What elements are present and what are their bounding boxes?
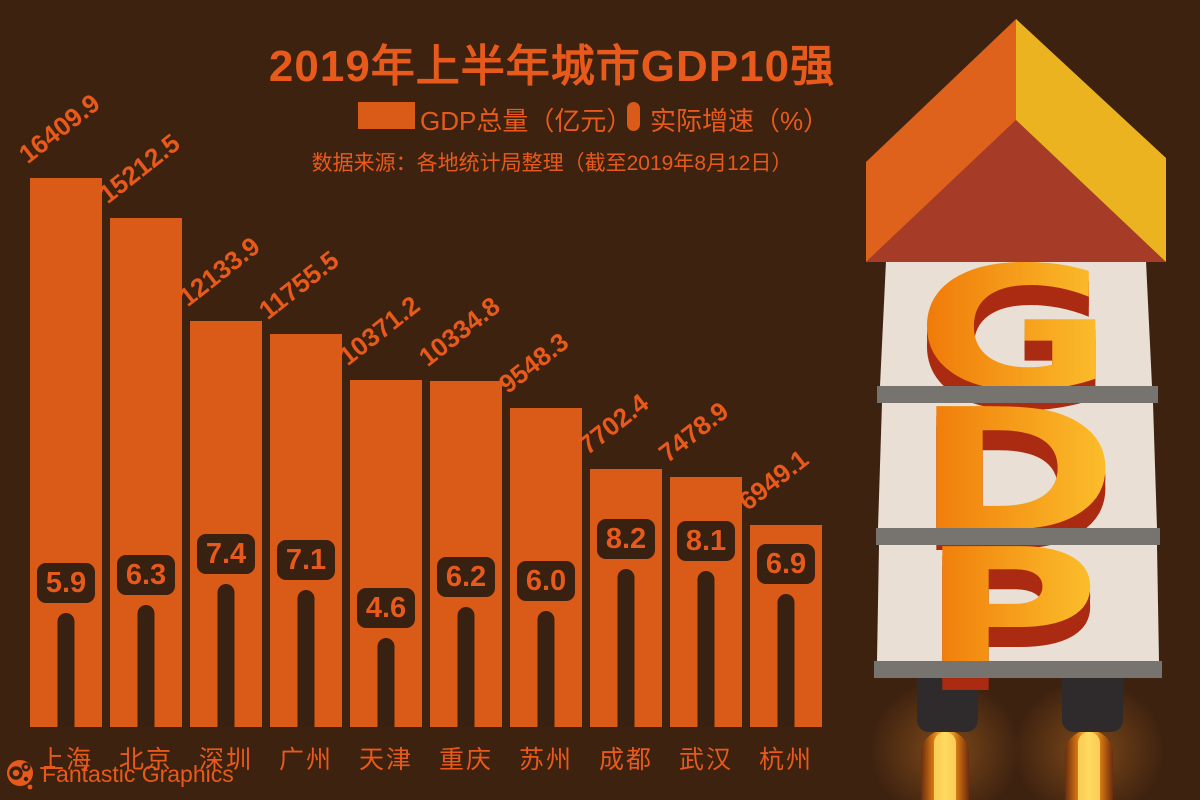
legend-gdp-swatch-icon xyxy=(358,102,415,129)
bar-column: 7478.9 8.1 武汉 xyxy=(653,396,742,774)
growth-stick xyxy=(377,638,395,727)
rocket-engine-right xyxy=(1062,672,1123,732)
city-label: 武汉 xyxy=(678,746,733,774)
city-label: 天津 xyxy=(358,746,413,774)
growth-rate-badge: 8.1 xyxy=(677,521,735,561)
city-label: 深圳 xyxy=(198,746,253,774)
bar-column: 12133.9 7.4 深圳 xyxy=(173,231,266,774)
brand-footer: Fantastic Graphics xyxy=(6,756,234,792)
bar-column: 10334.8 6.2 重庆 xyxy=(413,291,506,774)
growth-rate-badge: 6.9 xyxy=(757,544,815,584)
growth-stick xyxy=(457,607,475,727)
rocket-letter-g: G G G xyxy=(915,231,1113,449)
growth-stick xyxy=(777,594,795,727)
fantastic-graphics-logo-icon xyxy=(7,760,33,790)
city-label: 重庆 xyxy=(438,746,493,774)
svg-text:P: P xyxy=(920,532,1101,730)
legend-growth-pill-icon xyxy=(627,102,640,131)
rocket-body-panels xyxy=(877,261,1159,661)
rocket-letter-d: D D D xyxy=(914,372,1119,590)
svg-text:D: D xyxy=(914,382,1119,580)
growth-stick xyxy=(617,569,635,727)
svg-text:G: G xyxy=(915,241,1113,439)
svg-text:P: P xyxy=(920,522,1101,720)
growth-rate-badge: 5.9 xyxy=(37,563,95,603)
legend-gdp-label: GDP总量（亿元） xyxy=(420,106,633,136)
bar-column: 15212.5 6.3 北京 xyxy=(93,128,186,774)
rocket-roof-arrow xyxy=(866,19,1166,262)
growth-stick xyxy=(217,584,235,727)
bar-column: 9548.3 6.0 苏州 xyxy=(493,327,582,774)
legend-growth-label: 实际增速（%） xyxy=(650,106,830,136)
city-label: 成都 xyxy=(598,746,653,774)
city-label: 上海 xyxy=(38,746,93,774)
growth-rate-badge: 8.2 xyxy=(597,519,655,559)
city-label: 广州 xyxy=(278,746,333,774)
bar-column: 6949.1 6.9 杭州 xyxy=(733,444,822,774)
growth-stick xyxy=(697,571,715,727)
growth-rate-badge: 6.3 xyxy=(117,555,175,595)
growth-rate-badge: 4.6 xyxy=(357,588,415,628)
growth-rate-badge: 6.2 xyxy=(437,557,495,597)
rocket-flame-right xyxy=(1065,730,1113,800)
bar-column: 16409.9 5.9 上海 xyxy=(13,88,106,774)
bar-column: 7702.4 8.2 成都 xyxy=(573,388,662,774)
growth-stick xyxy=(537,611,555,727)
svg-text:G: G xyxy=(915,251,1113,449)
growth-stick xyxy=(297,590,315,727)
growth-rate-badge: 6.0 xyxy=(517,561,575,601)
growth-rate-badge: 7.4 xyxy=(197,534,255,574)
city-label: 苏州 xyxy=(518,746,573,774)
rocket-separator-bars xyxy=(874,386,1162,678)
city-label: 杭州 xyxy=(758,746,813,774)
data-source-note: 数据来源：各地统计局整理（截至2019年8月12日） xyxy=(311,152,793,175)
svg-text:D: D xyxy=(914,392,1119,590)
brand-label: Fantastic Graphics xyxy=(42,760,234,787)
growth-stick xyxy=(137,605,155,727)
bar-column: 10371.2 4.6 天津 xyxy=(333,290,426,774)
growth-rate-badge: 7.1 xyxy=(277,540,335,580)
rocket-flame-left xyxy=(921,730,969,800)
bar-column: 11755.5 7.1 广州 xyxy=(253,245,344,774)
city-label: 北京 xyxy=(118,746,173,774)
growth-stick xyxy=(57,613,75,727)
page-title: 2019年上半年城市GDP10强 xyxy=(268,42,836,91)
rocket-engine-left xyxy=(917,672,978,732)
rocket-letter-p: P P P xyxy=(920,512,1101,730)
